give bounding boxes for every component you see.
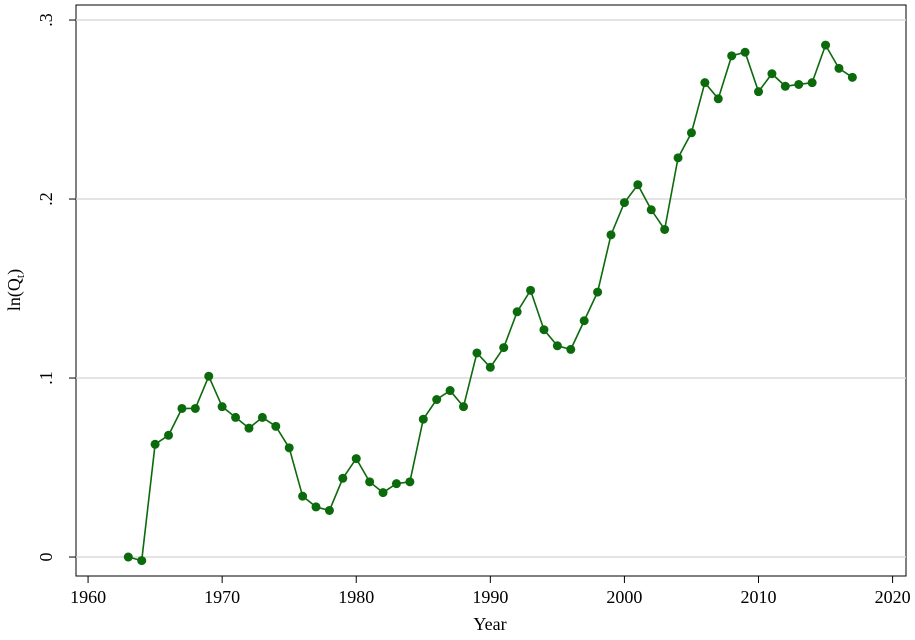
x-tick-label: 2010 [741,587,777,607]
data-point [807,78,817,88]
data-point [713,94,723,104]
data-point [606,230,616,240]
data-point [834,63,844,73]
data-point [445,386,455,396]
y-tick-label: .1 [36,371,56,385]
data-point [633,180,643,190]
data-point [244,423,254,433]
data-point [418,414,428,424]
data-point [378,488,388,498]
data-point [150,439,160,449]
data-point [164,430,174,440]
y-title-subscript: t [13,274,27,278]
x-axis-title: Year [473,614,506,634]
data-point [177,403,187,413]
data-point [686,128,696,138]
data-point [365,477,375,487]
data-point [539,325,549,335]
y-tick-label: .3 [36,13,56,27]
data-point [700,78,710,88]
data-point [284,443,294,453]
data-point [593,287,603,297]
x-tick-label: 2020 [875,587,911,607]
data-point [311,502,321,512]
data-point [231,412,241,422]
series-line [128,43,853,562]
y-title-main: ln(Q [4,278,25,311]
data-point [780,81,790,91]
data-point [767,69,777,79]
x-tick-label: 1990 [472,587,508,607]
data-point [485,362,495,372]
data-point [123,552,133,562]
y-tick-label: .2 [36,192,56,206]
x-tick-label: 1980 [338,587,374,607]
data-point [619,198,629,208]
data-point [472,348,482,358]
data-point [740,47,750,57]
data-point [794,79,804,89]
data-point [552,341,562,351]
data-point [673,153,683,163]
data-point [405,477,415,487]
x-tick-label: 1970 [204,587,240,607]
y-tick-label: 0 [36,553,56,562]
data-point [391,479,401,489]
data-point [566,344,576,354]
data-point [257,412,267,422]
data-point [351,454,361,464]
data-point [754,87,764,97]
y-axis-title: ln(Qt) [4,269,27,311]
data-point [660,224,670,234]
data-point [271,421,281,431]
x-tick-label: 1960 [70,587,106,607]
data-point [821,40,831,50]
y-title-close: ) [4,269,25,275]
data-point [579,316,589,326]
data-point [459,402,469,412]
data-point [324,505,334,515]
data-point [137,556,147,566]
data-point [338,473,348,483]
data-point [727,51,737,61]
data-point [526,285,536,295]
data-point [847,72,857,82]
data-point [204,371,214,381]
data-point [646,205,656,215]
plot-frame [75,4,907,577]
x-tick-label: 2000 [606,587,642,607]
data-point [432,395,442,405]
data-point [298,491,308,501]
data-point [190,403,200,413]
data-point [512,307,522,317]
data-point [217,402,227,412]
data-point [499,343,509,353]
